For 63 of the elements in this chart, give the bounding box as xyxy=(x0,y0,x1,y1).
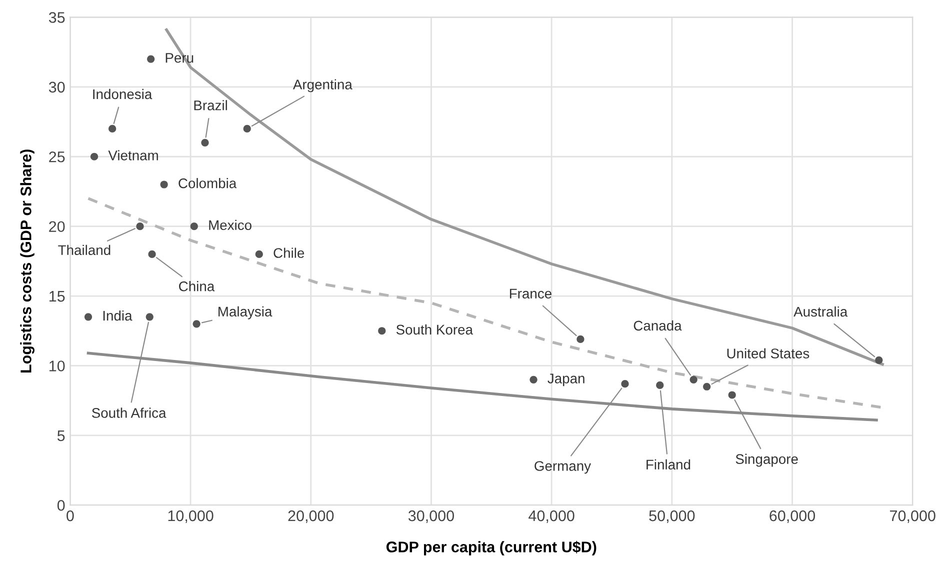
point xyxy=(728,391,736,399)
y-tick-label: 15 xyxy=(50,291,65,302)
point xyxy=(703,382,711,390)
point xyxy=(378,327,386,335)
point xyxy=(530,376,538,384)
point xyxy=(201,138,209,146)
y-tick-label: 35 xyxy=(48,12,65,23)
line-series xyxy=(165,28,884,366)
x-tick-label: 50,000 xyxy=(649,510,695,524)
annotation: Germany xyxy=(534,461,592,474)
point xyxy=(148,250,156,258)
point xyxy=(108,124,116,133)
point xyxy=(136,222,144,230)
annotation: Australia xyxy=(794,306,848,317)
x-tick-label: 10,000 xyxy=(168,510,214,524)
annotation: India xyxy=(103,310,132,321)
point xyxy=(192,320,200,328)
point xyxy=(84,313,92,321)
point xyxy=(656,381,664,390)
annotation: United States xyxy=(727,348,810,358)
x-tick-label: 40,000 xyxy=(528,510,574,524)
y-tick-label: 20 xyxy=(49,221,65,232)
y-tick-label: 25 xyxy=(49,151,65,162)
annotation: Thailand xyxy=(58,244,110,256)
point xyxy=(621,380,629,388)
annotation: Singapore xyxy=(736,454,798,467)
annotation: Mexico xyxy=(209,220,252,230)
annotation: Japan xyxy=(548,374,584,386)
annotation: Finland xyxy=(646,459,690,470)
annotation: Colombia xyxy=(178,178,237,188)
x-tick-label: 20,000 xyxy=(288,510,334,524)
point xyxy=(255,250,263,258)
annotation: Chile xyxy=(274,248,304,258)
y-tick-label: 0 xyxy=(57,500,65,511)
point xyxy=(146,313,154,321)
point xyxy=(190,222,198,230)
point xyxy=(690,376,698,384)
annotation: Argentina xyxy=(292,79,352,92)
y-tick-label: 30 xyxy=(48,82,65,93)
annotation: France xyxy=(510,288,552,299)
annotation: Peru xyxy=(166,53,194,63)
x-tick-label: 30,000 xyxy=(408,510,454,524)
annotation: Indonesia xyxy=(93,88,152,100)
y-tick-label: 10 xyxy=(50,360,65,372)
point xyxy=(160,180,168,188)
annotation: Brazil xyxy=(194,100,227,110)
point xyxy=(90,152,98,160)
annotation: Malaysia xyxy=(218,306,272,320)
point xyxy=(875,356,883,364)
annotation: China xyxy=(179,281,215,292)
annotation: Canada xyxy=(634,320,682,331)
annotation: South Korea xyxy=(396,324,473,335)
point xyxy=(243,124,251,133)
point xyxy=(576,335,584,344)
y-tick-label: 5 xyxy=(57,430,65,442)
annotation: South Africa xyxy=(92,408,166,418)
x-tick-label: 70,000 xyxy=(890,510,936,524)
point xyxy=(147,55,155,63)
x-tick-label: 0 xyxy=(66,510,74,522)
annotation: Vietnam xyxy=(108,150,158,160)
x-axis-title: GDP per capita (current U$D) xyxy=(386,540,596,556)
x-tick-label: 60,000 xyxy=(770,510,816,524)
y-axis-title: Logistics costs (GDP or Share) xyxy=(20,150,34,372)
